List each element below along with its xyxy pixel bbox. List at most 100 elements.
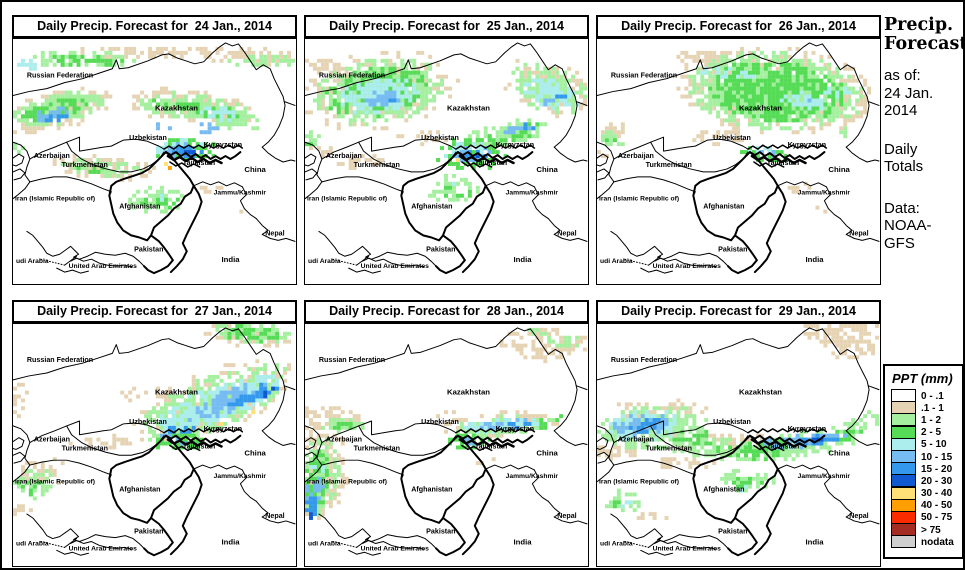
border-line — [400, 434, 487, 524]
country-label: Afghanistan — [703, 203, 744, 211]
border-line — [13, 327, 239, 381]
border-line — [283, 385, 296, 391]
border-line — [727, 234, 758, 275]
border-line — [237, 328, 286, 432]
panel-title-6: Daily Precip. Forecast for 29 Jan., 2014 — [596, 300, 881, 323]
legend-swatch — [891, 425, 916, 439]
border-line — [13, 425, 31, 483]
panel-title-4: Daily Precip. Forecast for 27 Jan., 2014 — [12, 300, 297, 323]
border-line — [29, 420, 165, 444]
country-label: Tajikistan — [475, 442, 507, 450]
border-line — [747, 428, 828, 434]
border-line — [823, 186, 841, 220]
border-line — [348, 549, 381, 556]
precip-raster — [13, 46, 296, 214]
as-of-date-line2: 2014 — [884, 102, 918, 119]
legend-entry-label: 30 - 40 — [921, 488, 953, 500]
country-label: Turkmenistan — [62, 161, 108, 169]
legend-entry-label: .1 - 1 — [921, 402, 944, 414]
country-label: Kyrgyzstan — [204, 141, 242, 149]
border-line — [485, 464, 535, 471]
border-line — [56, 549, 89, 556]
border-line — [750, 154, 807, 165]
country-label: Jammu/Kashmir — [214, 473, 267, 480]
border-line — [553, 516, 588, 525]
legend-entry-label: > 75 — [921, 524, 941, 536]
country-label: Afghanistan — [411, 203, 452, 211]
border-line — [613, 420, 749, 444]
country-label: Iran (Islamic Republic of) — [599, 196, 679, 203]
country-label: Nepal — [849, 229, 868, 237]
border-line — [531, 469, 549, 502]
border-line — [547, 218, 561, 235]
country-borders — [305, 327, 588, 557]
legend-swatch — [891, 498, 916, 512]
country-borders — [597, 327, 880, 557]
country-label: China — [244, 448, 266, 457]
border-line — [166, 154, 223, 165]
border-line — [455, 428, 536, 434]
border-line — [13, 451, 26, 464]
forecast-map-6: Russian Federation Kazakhstan Uzbekistan Ky… — [596, 323, 881, 567]
border-line — [164, 434, 242, 444]
border-line — [362, 540, 425, 550]
border-line — [597, 451, 610, 464]
border-line — [70, 257, 133, 268]
country-label: Iran (Islamic Republic of) — [15, 196, 95, 203]
country-label: Tajikistan — [767, 159, 799, 167]
forecast-panel-3: Daily Precip. Forecast for 26 Jan., 2014… — [596, 15, 881, 285]
border-line — [13, 437, 25, 450]
country-label: United Arab Emirates — [361, 263, 430, 270]
country-label: Turkmenistan — [646, 161, 692, 169]
country-label: Jammu/Kashmir — [214, 190, 267, 197]
border-line — [597, 42, 823, 97]
border-line — [610, 230, 729, 267]
country-label: Kyrgyzstan — [496, 425, 535, 433]
border-line — [435, 517, 466, 557]
country-label: Kazakhstan — [155, 103, 198, 112]
border-line — [458, 438, 515, 448]
forecast-map-3: Russian Federation Kazakhstan Uzbekistan Ky… — [596, 38, 881, 285]
border-line — [529, 328, 578, 432]
sidebar-heading-line2: Forecast — [884, 34, 965, 54]
country-label: Uzbekistan — [129, 418, 167, 426]
forecast-map-5: Russian Federation Kazakhstan Uzbekistan Ky… — [304, 323, 589, 567]
border-line — [624, 541, 650, 548]
country-label: Turkmenistan — [354, 161, 400, 169]
border-line — [654, 257, 717, 268]
legend-entry-label: 1 - 2 — [921, 414, 942, 426]
border-line — [748, 151, 826, 161]
country-label: Nepal — [265, 229, 284, 237]
sidebar-heading-line1: Precip. — [884, 15, 954, 35]
country-label: Jammu/Kashmir — [798, 473, 851, 480]
border-line — [283, 100, 296, 106]
panel-title-3: Daily Precip. Forecast for 26 Jan., 2014 — [596, 15, 881, 38]
border-line — [348, 267, 381, 274]
border-line — [748, 434, 826, 444]
legend-swatch — [891, 450, 916, 464]
border-line — [610, 513, 729, 549]
totals-line2: Totals — [884, 158, 924, 175]
totals-line1: Daily — [884, 140, 918, 158]
border-line — [169, 468, 203, 556]
border-line — [455, 144, 536, 150]
country-label: Uzbekistan — [713, 134, 751, 142]
legend-swatch — [891, 413, 916, 427]
country-label: China — [536, 448, 558, 457]
country-label: udi Arabia — [308, 540, 341, 547]
country-label: udi Arabia — [16, 540, 49, 547]
country-label: Russian Federation — [319, 356, 385, 364]
country-label: Uzbekistan — [421, 134, 459, 142]
border-line — [166, 438, 223, 448]
country-label: Kazakhstan — [739, 388, 782, 397]
country-label: India — [222, 537, 241, 546]
data-source-line2: GFS — [884, 234, 915, 252]
legend-entry-label: 20 - 30 — [921, 475, 953, 487]
border-line — [305, 437, 317, 450]
country-label: Russian Federation — [27, 356, 93, 364]
precip-raster — [597, 46, 872, 214]
border-line — [40, 541, 66, 548]
country-labels: Russian Federation Kazakhstan Uzbekistan Ky… — [15, 72, 285, 270]
